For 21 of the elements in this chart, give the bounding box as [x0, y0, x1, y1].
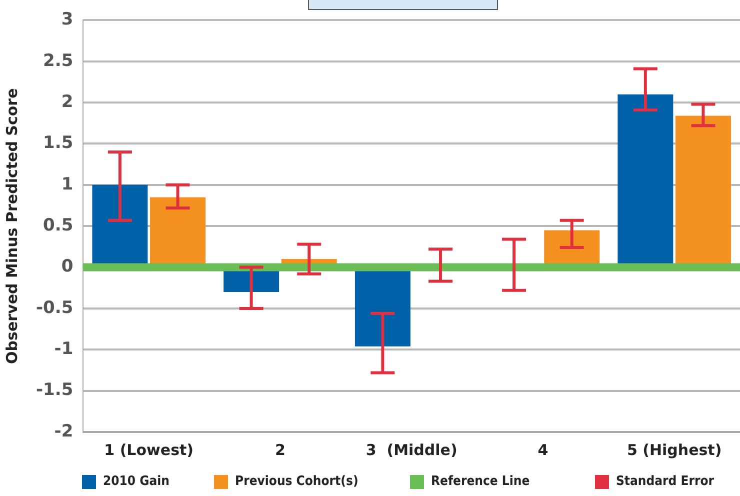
legend-label: Reference Line: [431, 474, 530, 489]
legend-label: 2010 Gain: [103, 474, 170, 489]
y-tick-label: 0.5: [43, 216, 74, 236]
y-tick-label: 1.5: [43, 133, 74, 154]
legend-label: Previous Cohort(s): [235, 474, 358, 489]
y-tick-label: 1: [61, 174, 74, 194]
y-tick-label: 2: [61, 92, 74, 112]
y-axis-title: Observed Minus Predicted Score: [2, 88, 21, 364]
x-tick-label: 2: [275, 440, 286, 459]
text: Standard Error: [616, 474, 714, 489]
y-tick-label: 2.5: [43, 50, 74, 71]
y-tick-label: 0: [61, 256, 74, 277]
y-tick-label: -0.5: [36, 298, 74, 318]
y-tick-label: 3: [61, 10, 74, 30]
y-tick-label: -1: [54, 339, 74, 360]
x-tick-label: 1 (Lowest): [104, 440, 194, 459]
y-tick-label: -2: [54, 421, 74, 442]
x-tick-label: 4: [538, 440, 548, 459]
y-tick-label: -1.5: [36, 380, 74, 400]
x-tick-label: 5 (Highest): [626, 440, 722, 459]
x-tick-label: 3 (Middle): [366, 440, 458, 459]
